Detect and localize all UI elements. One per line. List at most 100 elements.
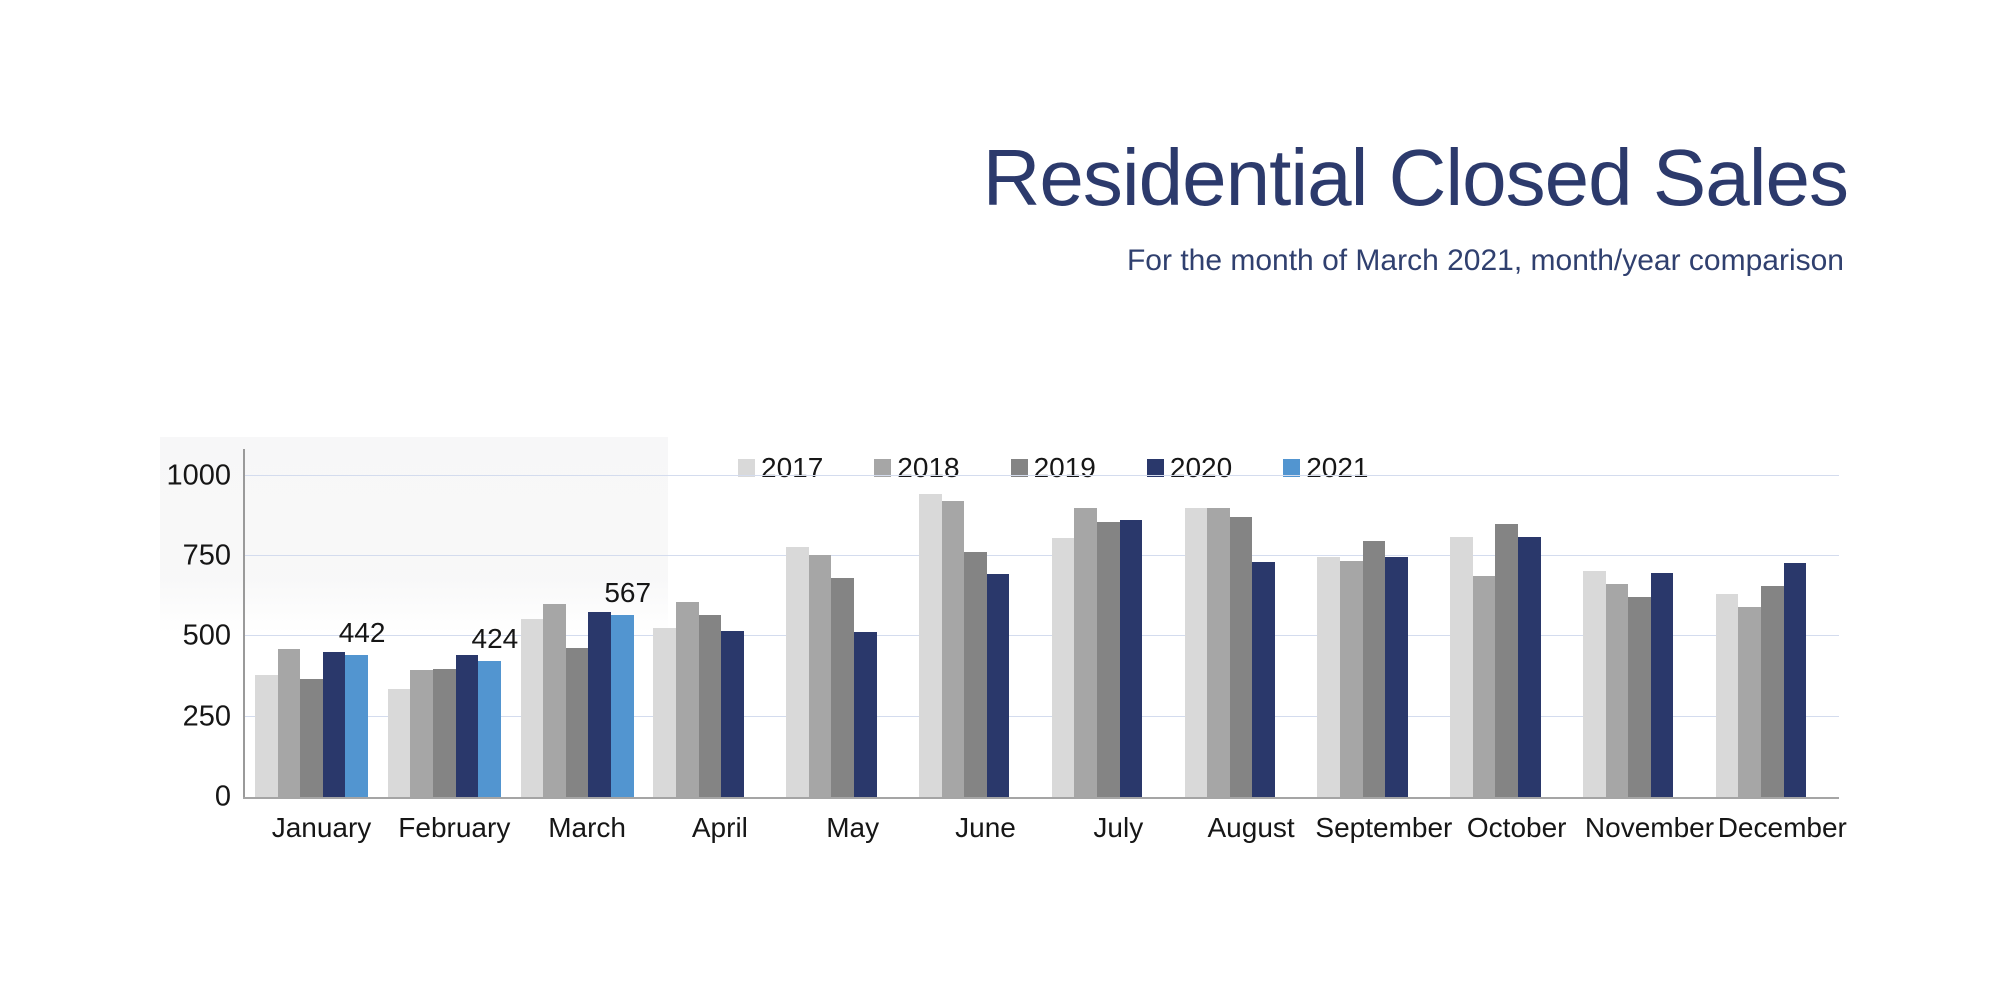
bar-2021-march xyxy=(610,614,634,797)
month-label-january: January xyxy=(271,812,372,843)
bar-2019-february xyxy=(432,669,456,797)
legend-swatch-2018 xyxy=(874,459,892,477)
bar-group-november xyxy=(1583,441,1696,797)
bar-2020-march xyxy=(588,612,611,797)
x-axis-line xyxy=(243,797,1839,799)
bar-2020-january xyxy=(322,652,346,797)
bar-2021-february xyxy=(478,660,501,797)
bar-2018-january xyxy=(277,649,301,797)
legend-item-2018: 2018 xyxy=(874,452,960,484)
bar-group-april xyxy=(653,441,766,797)
month-label-december: December xyxy=(1717,812,1847,843)
month-label-march: March xyxy=(548,812,626,843)
gridline-250 xyxy=(245,715,1839,717)
month-label-april: April xyxy=(691,812,748,843)
y-tick-label: 750 xyxy=(182,539,231,572)
bar-2017-may xyxy=(786,546,809,797)
bar-2017-november xyxy=(1583,570,1606,797)
bar-2019-september xyxy=(1362,541,1386,797)
data-label-february: 424 xyxy=(471,622,519,654)
bar-2018-march xyxy=(543,604,566,797)
month-label-august: August xyxy=(1207,812,1295,843)
bar-2020-may xyxy=(853,632,877,797)
y-tick-label: 1000 xyxy=(166,459,231,491)
bar-2018-august xyxy=(1207,507,1230,797)
bar-2019-january xyxy=(300,679,323,797)
bar-2017-january xyxy=(255,675,278,797)
month-label-september: September xyxy=(1315,812,1453,843)
legend-swatch-2021 xyxy=(1283,459,1301,477)
data-label-january: 442 xyxy=(338,616,386,648)
plot-area: 0 250 500 750 1000 January February March April M… xyxy=(166,441,1847,843)
month-label-november: November xyxy=(1584,812,1715,843)
bar-2017-august xyxy=(1184,507,1208,797)
bar-2017-april xyxy=(653,628,676,797)
bar-group-july xyxy=(1051,441,1165,797)
bar-2017-october xyxy=(1450,536,1473,797)
bar-2020-december xyxy=(1783,562,1807,797)
y-axis-line xyxy=(243,449,245,797)
y-tick-label: 500 xyxy=(182,619,231,652)
bar-2018-september xyxy=(1339,560,1363,797)
bar-2017-july xyxy=(1051,537,1075,797)
bar-2017-june xyxy=(919,493,942,797)
gridline-1000 xyxy=(245,474,1839,476)
bar-group-september xyxy=(1317,441,1430,797)
bar-2018-july xyxy=(1074,507,1097,797)
bar-2019-may xyxy=(831,578,854,797)
bar-2019-october xyxy=(1495,524,1518,797)
chart-title: Residential Closed Sales xyxy=(982,133,1849,222)
y-tick-label: 0 xyxy=(214,780,231,813)
bar-2021-january xyxy=(345,654,368,797)
bar-group-december xyxy=(1715,441,1829,797)
bar-group-may xyxy=(786,441,899,797)
y-tick-label: 250 xyxy=(182,700,231,733)
legend-label-2019: 2019 xyxy=(1033,452,1096,483)
bar-2019-august xyxy=(1229,516,1253,797)
bar-2018-october xyxy=(1472,576,1496,797)
bar-2019-july xyxy=(1096,521,1120,797)
legend-item-2019: 2019 xyxy=(1010,452,1096,484)
month-label-february: February xyxy=(398,812,511,843)
legend-label-2017: 2017 xyxy=(761,452,824,483)
bar-2017-september xyxy=(1317,557,1340,797)
bar-2018-november xyxy=(1605,583,1629,797)
bar-group-january xyxy=(255,441,368,797)
legend-item-2017: 2017 xyxy=(738,452,823,484)
bar-2020-september xyxy=(1385,557,1408,797)
bar-2019-november xyxy=(1628,597,1651,797)
legend-swatch-2017 xyxy=(738,459,755,477)
gridline-750 xyxy=(245,554,1839,556)
month-label-june: June xyxy=(955,812,1016,843)
chart-subtitle: For the month of March 2021, month/year … xyxy=(1126,244,1844,277)
bar-2020-october xyxy=(1517,536,1541,797)
legend-swatch-2019 xyxy=(1010,459,1028,477)
bar-2019-april xyxy=(698,615,722,797)
bar-2018-february xyxy=(410,670,433,797)
bar-2018-december xyxy=(1738,607,1761,797)
bar-2020-june xyxy=(986,573,1010,797)
bar-group-march xyxy=(520,441,634,797)
bar-2019-march xyxy=(565,648,589,797)
bar-group-june xyxy=(919,441,1032,797)
data-label-march: 567 xyxy=(604,576,652,608)
legend-label-2018: 2018 xyxy=(897,452,960,483)
bar-2017-december xyxy=(1715,593,1739,797)
chart-legend: 2017 2018 2019 2020 2021 xyxy=(738,452,1368,484)
legend-label-2021: 2021 xyxy=(1306,452,1369,483)
bar-2020-november xyxy=(1650,572,1674,797)
legend-label-2020: 2020 xyxy=(1169,452,1233,483)
bar-group-february xyxy=(387,441,501,797)
bar-2017-march xyxy=(520,618,544,797)
bar-2019-june xyxy=(964,551,987,797)
legend-swatch-2020 xyxy=(1146,459,1164,477)
month-label-may: May xyxy=(826,812,880,843)
month-label-july: July xyxy=(1093,812,1144,843)
month-label-october: October xyxy=(1466,812,1567,843)
bar-2017-february xyxy=(387,689,411,797)
bar-2018-may xyxy=(808,554,832,797)
bar-2018-june xyxy=(941,500,965,797)
legend-item-2021: 2021 xyxy=(1283,452,1368,484)
gridline-500 xyxy=(245,635,1839,637)
